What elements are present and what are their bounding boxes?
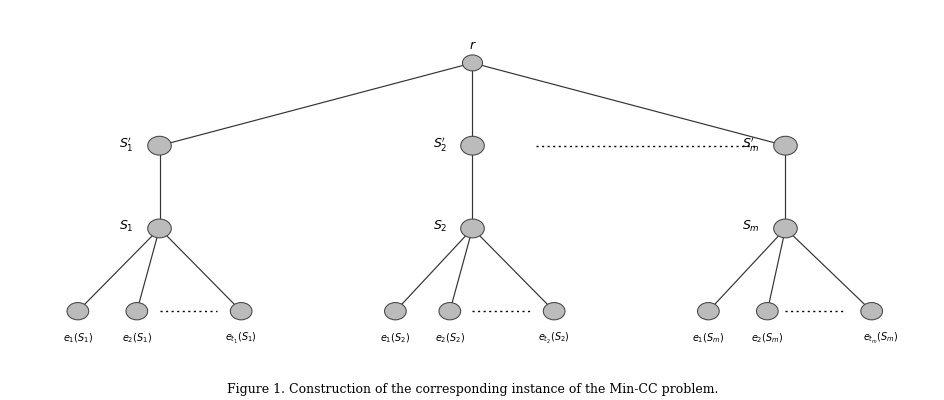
Text: $S_m'$: $S_m'$ bbox=[741, 134, 759, 152]
Ellipse shape bbox=[439, 302, 460, 320]
Ellipse shape bbox=[773, 136, 797, 155]
Text: $e_{t_m}(S_m)$: $e_{t_m}(S_m)$ bbox=[862, 331, 898, 346]
Text: $S_1'$: $S_1'$ bbox=[119, 134, 134, 152]
Ellipse shape bbox=[773, 219, 797, 238]
Text: $e_1(S_m)$: $e_1(S_m)$ bbox=[691, 331, 724, 345]
Text: $e_2(S_1)$: $e_2(S_1)$ bbox=[122, 331, 152, 345]
Ellipse shape bbox=[230, 302, 252, 320]
Text: $e_2(S_2)$: $e_2(S_2)$ bbox=[434, 331, 464, 345]
Ellipse shape bbox=[147, 219, 171, 238]
Ellipse shape bbox=[756, 302, 777, 320]
Ellipse shape bbox=[67, 302, 89, 320]
Text: $S_2'$: $S_2'$ bbox=[432, 134, 447, 152]
Text: $e_{t_1}(S_1)$: $e_{t_1}(S_1)$ bbox=[225, 331, 257, 346]
Text: $e_1(S_1)$: $e_1(S_1)$ bbox=[62, 331, 93, 345]
Text: $S_m$: $S_m$ bbox=[741, 219, 759, 234]
Text: $S_2$: $S_2$ bbox=[432, 219, 447, 234]
Text: Figure 1. Construction of the corresponding instance of the Min-CC problem.: Figure 1. Construction of the correspond… bbox=[227, 383, 717, 396]
Ellipse shape bbox=[384, 302, 406, 320]
Ellipse shape bbox=[126, 302, 147, 320]
Ellipse shape bbox=[860, 302, 882, 320]
Text: $e_1(S_2)$: $e_1(S_2)$ bbox=[379, 331, 410, 345]
Text: $e_{t_2}(S_2)$: $e_{t_2}(S_2)$ bbox=[538, 331, 569, 346]
Ellipse shape bbox=[697, 302, 718, 320]
Text: $r$: $r$ bbox=[468, 39, 476, 52]
Ellipse shape bbox=[147, 136, 171, 155]
Text: $e_2(S_m)$: $e_2(S_m)$ bbox=[750, 331, 783, 345]
Ellipse shape bbox=[543, 302, 565, 320]
Ellipse shape bbox=[461, 219, 483, 238]
Text: $S_1$: $S_1$ bbox=[119, 219, 134, 234]
Ellipse shape bbox=[462, 55, 482, 71]
Ellipse shape bbox=[461, 136, 483, 155]
